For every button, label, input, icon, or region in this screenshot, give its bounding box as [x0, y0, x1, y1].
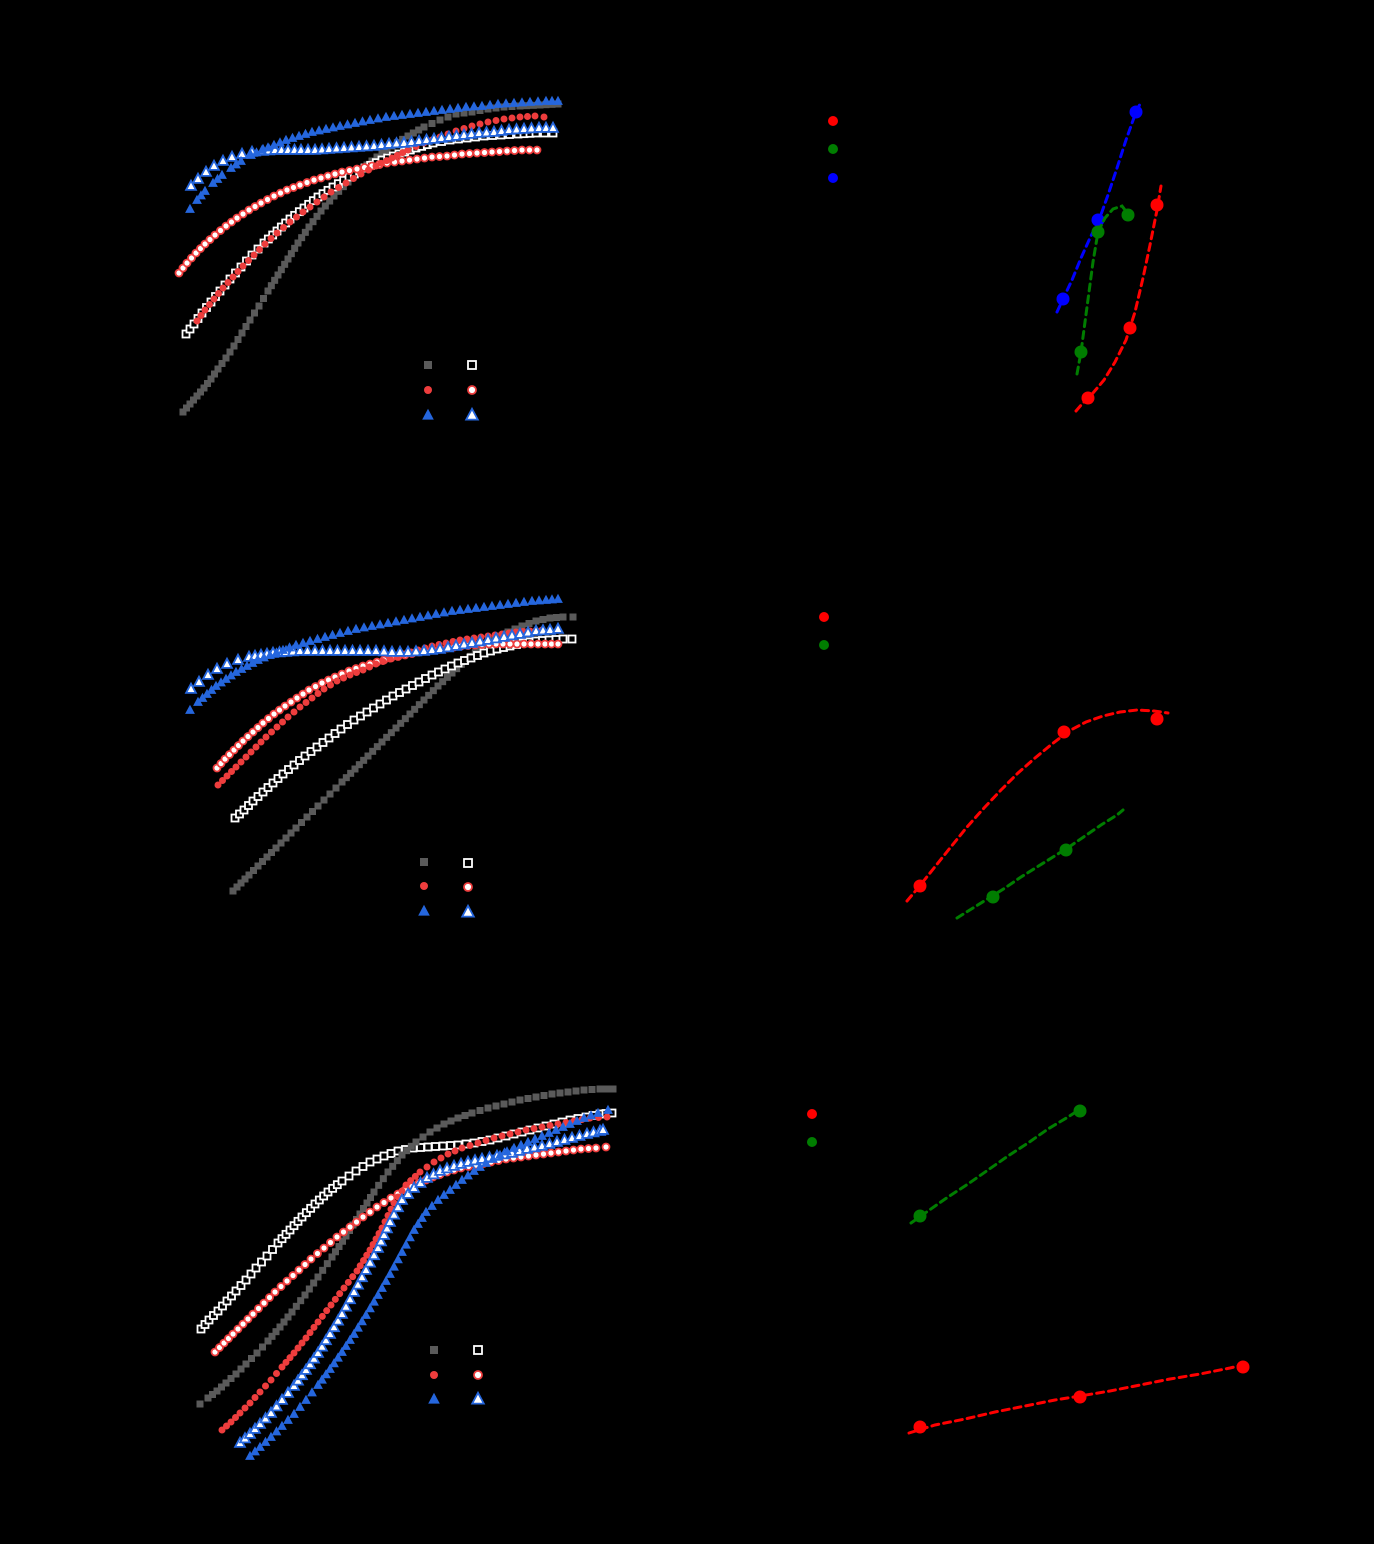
top-left-kinetics-legend-gray-filled-square	[424, 361, 432, 369]
panel-top-left-kinetics	[174, 95, 563, 421]
red-dashed-curve	[905, 708, 1170, 903]
middle-right-trends-legend-green-circle	[819, 640, 829, 650]
green-dashed-curve	[1074, 204, 1135, 376]
top-right-trends-legend-red-circle	[828, 116, 838, 126]
red-dashed-curve	[1074, 184, 1164, 413]
middle-left-kinetics-legend-blue-filled-triangle	[418, 904, 430, 916]
red-filled-circles	[218, 1113, 611, 1434]
red-dashed-line	[907, 1360, 1250, 1435]
top-right-trends-legend-green-circle	[828, 144, 838, 154]
top-right-trends-legend-blue-circle	[828, 173, 838, 183]
panel-bottom-left-kinetics	[196, 1085, 617, 1460]
blue-dashed-curve	[1055, 102, 1143, 314]
red-open-circles	[174, 145, 542, 278]
panel-middle-right-trends	[819, 612, 1170, 920]
blue-open-triangles	[233, 1122, 610, 1448]
middle-left-kinetics-legend-red-open-circle	[463, 882, 473, 892]
blue-filled-triangles	[185, 593, 563, 714]
middle-left-kinetics-legend-blue-open-triangle	[460, 903, 476, 918]
red-dashed-curve-path	[905, 708, 1170, 903]
panel-top-right-trends	[828, 102, 1164, 413]
blue-filled-triangles	[185, 95, 563, 213]
green-dashed-curve	[955, 808, 1125, 920]
white-open-squares	[230, 634, 577, 823]
middle-right-trends-legend-red-circle	[819, 612, 829, 622]
bottom-left-kinetics-legend-red-open-circle	[473, 1370, 483, 1380]
bottom-right-trends-legend-red-circle	[807, 1109, 817, 1119]
green-dashed-curve-path	[1075, 204, 1130, 376]
middle-left-kinetics-legend-red-filled-circle	[420, 882, 428, 890]
panel-middle-left-kinetics	[184, 593, 577, 918]
blue-filled-triangles	[245, 1104, 613, 1460]
top-left-kinetics-legend-blue-open-triangle	[464, 406, 480, 421]
bottom-left-kinetics-legend-blue-filled-triangle	[428, 1392, 440, 1404]
bottom-left-kinetics-legend-gray-filled-square	[430, 1346, 438, 1354]
bottom-left-kinetics-legend-blue-open-triangle	[470, 1390, 486, 1405]
middle-left-kinetics-legend-gray-filled-square	[420, 858, 428, 866]
top-left-kinetics-legend-blue-filled-triangle	[422, 408, 434, 420]
top-left-kinetics-legend-red-filled-circle	[424, 386, 432, 394]
bottom-left-kinetics-legend-white-open-square	[473, 1345, 483, 1355]
bottom-left-kinetics-legend-red-filled-circle	[430, 1371, 438, 1379]
bottom-right-trends-legend-green-circle	[807, 1137, 817, 1147]
top-left-kinetics-legend-red-open-circle	[467, 385, 477, 395]
top-left-kinetics-legend-white-open-square	[467, 360, 477, 370]
green-dashed-line	[909, 1104, 1087, 1225]
panel-bottom-right-trends	[807, 1104, 1250, 1435]
middle-left-kinetics-legend-white-open-square	[463, 858, 473, 868]
green-dashed-curve-path	[955, 808, 1125, 920]
